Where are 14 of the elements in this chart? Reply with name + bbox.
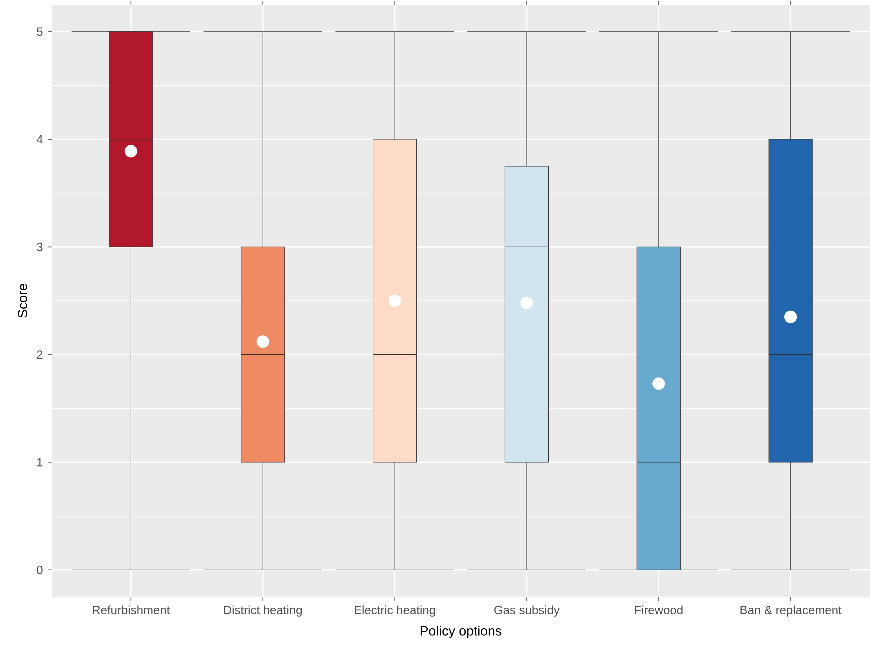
y-axis-title: Score	[18, 284, 28, 318]
y-tick-label: 2	[37, 350, 43, 360]
x-axis-title: Policy options	[420, 626, 502, 638]
x-tick-label: Ban & replacement	[740, 606, 842, 617]
x-tick-label: Electric heating	[354, 606, 436, 617]
y-tick-label: 1	[38, 458, 43, 467]
y-tick-label: 0	[37, 566, 43, 574]
y-tick-label: 3	[37, 242, 43, 252]
x-tick-label: Gas subsidy	[494, 606, 560, 617]
y-tick-label: 5	[37, 28, 43, 36]
x-tick-label: Refurbishment	[93, 606, 170, 615]
x-tick-label: District heating	[224, 606, 302, 617]
x-tick-label: Firewood	[635, 606, 683, 615]
y-tick-label: 4	[36, 135, 43, 144]
